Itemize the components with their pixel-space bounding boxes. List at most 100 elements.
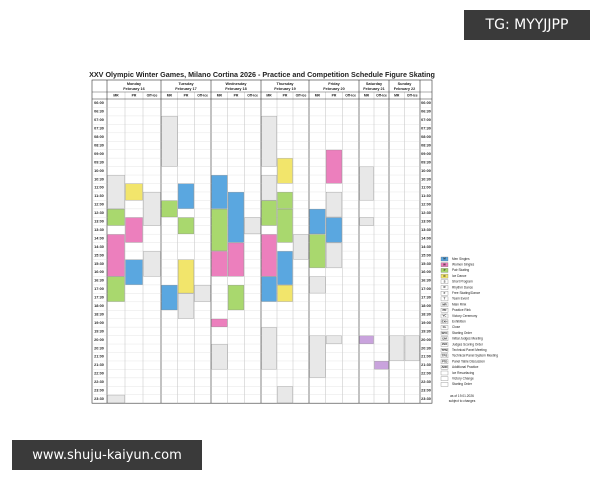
session-block — [261, 116, 277, 167]
time-right: 13:00 — [421, 220, 431, 224]
session-block — [277, 285, 293, 302]
col-name: Off-ice — [407, 93, 418, 97]
session-block — [261, 175, 277, 201]
session-block — [326, 149, 342, 184]
session-block — [326, 335, 342, 344]
session-block — [211, 318, 228, 327]
legend-box — [440, 262, 449, 267]
legend-box — [440, 330, 449, 336]
session-block — [244, 217, 261, 235]
time-right: 23:00 — [421, 389, 431, 393]
legend-box — [440, 319, 449, 324]
time-right: 14:30 — [421, 245, 431, 249]
session-block — [326, 217, 342, 243]
session-block — [293, 234, 309, 260]
legend-label: Starting Order — [452, 382, 473, 386]
time-right: 23:30 — [421, 397, 431, 401]
legend-label: Panel Table Discussion — [452, 359, 485, 363]
col-name: Off-ice — [247, 93, 258, 97]
col-name: Off-ice — [296, 93, 307, 97]
session-block — [277, 251, 293, 285]
time-right: 07:30 — [421, 127, 431, 131]
legend-code: T — [444, 297, 446, 301]
day-name: Thursday — [276, 82, 294, 86]
legend-code: MR — [442, 302, 446, 306]
session-block — [261, 327, 277, 370]
session-block — [261, 200, 277, 226]
time-left: 22:30 — [94, 380, 104, 384]
session-block — [107, 276, 125, 302]
col-name: MR — [167, 93, 173, 97]
time-right: 17:00 — [421, 287, 431, 291]
col-name: MR — [217, 93, 223, 97]
legend-box — [440, 302, 449, 307]
session-block — [277, 192, 293, 209]
legend-code: D — [443, 274, 445, 278]
session-block — [161, 285, 178, 311]
col-name: Off-ice — [345, 93, 356, 97]
col-name: Off-ice — [197, 93, 208, 97]
day-name: Friday — [328, 82, 340, 86]
legend-label: Technical Panel Meeting — [452, 348, 487, 352]
time-left: 15:30 — [94, 262, 104, 266]
col-name: PR — [184, 93, 189, 97]
session-block — [389, 335, 405, 361]
time-right: 11:30 — [421, 194, 431, 198]
legend-code: CL — [443, 325, 447, 329]
time-left: 12:00 — [94, 203, 104, 207]
note: subject to changes — [449, 399, 476, 403]
legend-code: M — [443, 257, 446, 261]
session-block — [178, 293, 194, 319]
legend-box — [440, 273, 449, 279]
time-right: 16:30 — [421, 279, 431, 283]
col-name: MR — [266, 93, 272, 97]
col-name: PR — [283, 93, 288, 97]
frame — [91, 79, 433, 404]
time-left: 18:30 — [94, 312, 104, 316]
legend-box — [440, 268, 449, 273]
session-block — [228, 192, 244, 243]
time-left: 18:00 — [94, 304, 104, 308]
col-name: MR — [113, 93, 119, 97]
legend-code: EXH — [442, 319, 448, 323]
session-block — [107, 175, 125, 209]
legend-box — [440, 376, 449, 381]
time-left: 08:30 — [94, 143, 104, 147]
time-left: 08:00 — [94, 135, 104, 139]
session-block — [261, 234, 277, 277]
legend-code: W — [443, 262, 446, 266]
session-block — [277, 209, 293, 243]
time-left: 15:00 — [94, 253, 104, 257]
time-left: 10:30 — [94, 177, 104, 181]
session-block — [143, 251, 161, 277]
time-right: 10:30 — [421, 177, 431, 181]
session-block — [125, 183, 143, 201]
col-name: PR — [132, 93, 137, 97]
session-block — [107, 394, 125, 404]
day-name: Tuesday — [178, 82, 194, 86]
day-name: Sunday — [398, 82, 413, 86]
time-right: 19:00 — [421, 321, 431, 325]
legend-code: F — [444, 291, 446, 295]
legend-label: Additional Practice — [452, 365, 479, 369]
col-name: Off-ice — [376, 93, 387, 97]
legend-box — [440, 353, 449, 359]
time-left: 14:30 — [94, 245, 104, 249]
time-left: 07:30 — [94, 127, 104, 131]
legend-label: Rhythm Dance — [452, 285, 473, 289]
legend-code: ADD — [441, 365, 447, 369]
time-right: 16:00 — [421, 270, 431, 274]
legend-code: PR — [443, 308, 447, 312]
legend-label: Practice Rink — [452, 308, 471, 312]
session-block — [107, 209, 125, 226]
time-right: 18:30 — [421, 312, 431, 316]
session-block — [194, 285, 211, 302]
legend-code: IJM — [442, 337, 447, 341]
col-name: PR — [332, 93, 337, 97]
session-block — [178, 183, 194, 209]
session-block — [211, 344, 228, 370]
day-name: Wednesday — [225, 82, 247, 86]
time-left: 11:30 — [94, 194, 104, 198]
time-left: 20:00 — [94, 338, 104, 342]
col-name: MR — [364, 93, 370, 97]
